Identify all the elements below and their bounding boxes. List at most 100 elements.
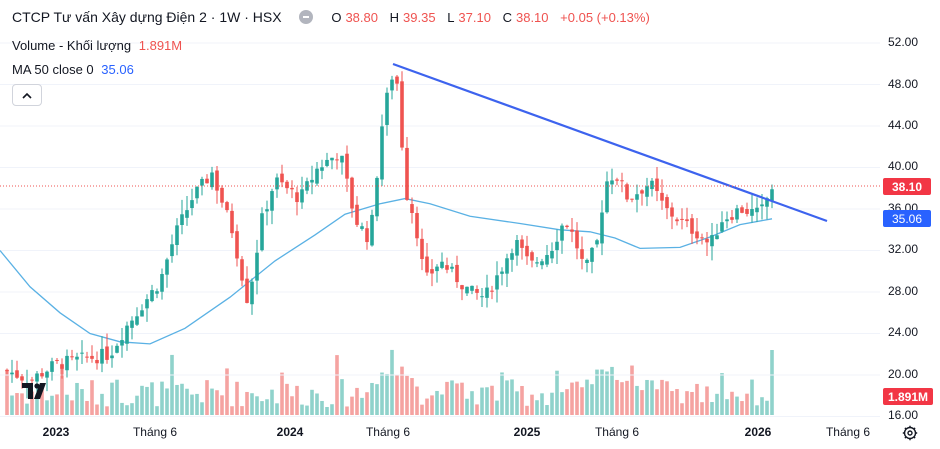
volume-bar (420, 404, 424, 415)
candle-body (180, 214, 184, 226)
volume-bar (440, 394, 444, 415)
candle-body (690, 218, 694, 234)
candle-body (450, 266, 454, 269)
candle-body (210, 172, 214, 188)
candlesticks (5, 71, 774, 399)
volume-bar (765, 400, 769, 415)
candle-body (650, 180, 654, 190)
candle-body (535, 262, 539, 264)
candle-body (560, 225, 564, 241)
candle-body (730, 217, 734, 220)
volume-bar (190, 394, 194, 415)
candle-body (190, 200, 194, 209)
volume-bar (180, 383, 184, 415)
ma-axis-label: 35.06 (883, 210, 931, 227)
candle-body (545, 255, 549, 265)
candle-body (360, 226, 364, 229)
volume-bar (680, 403, 684, 415)
volume-bar (160, 381, 164, 415)
volume-bar (135, 395, 139, 415)
candle-body (590, 247, 594, 262)
volume-bar (225, 368, 229, 415)
volume-bar (580, 387, 584, 415)
collapse-legend-button[interactable] (12, 84, 42, 106)
volume-bar (635, 385, 639, 415)
volume-bar (760, 397, 764, 415)
candle-body (150, 290, 154, 302)
volume-bar (365, 392, 369, 415)
candle-body (465, 286, 469, 294)
volume-bar (210, 388, 214, 415)
volume-bar (350, 396, 354, 415)
ma-label: MA 50 close 0 (12, 62, 94, 77)
candle-body (250, 281, 254, 305)
candle-body (365, 228, 369, 243)
candle-body (600, 212, 604, 244)
candle-body (720, 222, 724, 232)
candle-body (755, 207, 759, 213)
candle-body (30, 379, 34, 381)
y-axis[interactable]: 52.00 48.00 44.00 40.00 36.00 32.00 28.0… (888, 35, 918, 422)
candle-body (70, 356, 74, 358)
trendline[interactable] (392, 62, 828, 223)
candle-body (675, 219, 679, 222)
remove-symbol-icon[interactable] (299, 10, 314, 24)
volume-bar (290, 396, 294, 415)
volume-bar (255, 396, 259, 415)
volume-bar (405, 375, 409, 415)
volume-bar (215, 390, 219, 415)
volume-bar (60, 363, 64, 415)
candle-body (390, 79, 394, 91)
candle-body (375, 177, 379, 217)
volume-bar (85, 400, 89, 415)
volume-bar (555, 370, 559, 415)
candle-body (165, 259, 169, 275)
volume-bar (330, 404, 334, 415)
candle-body (340, 155, 344, 163)
volume-bar (395, 375, 399, 415)
candle-body (20, 376, 24, 381)
volume-bar (400, 366, 404, 415)
candle-body (255, 252, 259, 281)
volume-bar (650, 380, 654, 415)
volume-bar (245, 391, 249, 415)
x-tick: 2024 (277, 425, 304, 439)
candle-body (565, 225, 569, 227)
candle-body (45, 371, 49, 378)
candle-body (290, 187, 294, 190)
ma-legend[interactable]: MA 50 close 0 35.06 (12, 62, 134, 77)
candle-body (705, 238, 709, 243)
high-label: H (389, 10, 400, 25)
symbol-title[interactable]: CTCP Tư vấn Xây dựng Điện 2 · 1W · HSX (12, 9, 282, 25)
candle-body (655, 178, 659, 192)
volume-bar (705, 386, 709, 415)
tradingview-logo[interactable] (20, 379, 48, 401)
ma-50-line (0, 197, 773, 345)
volume-bar (100, 393, 104, 415)
candle-body (525, 245, 529, 257)
candle-body (770, 189, 774, 201)
gear-icon[interactable] (902, 425, 918, 441)
volume-bar (560, 392, 564, 415)
volume-bar (165, 388, 169, 415)
volume-bar (645, 379, 649, 415)
volume-bar (610, 366, 614, 415)
candle-body (295, 192, 299, 203)
candle-body (530, 252, 534, 261)
volume-bar (360, 397, 364, 415)
volume-legend[interactable]: Volume - Khối lượng 1.891M (12, 38, 182, 53)
x-axis[interactable]: 2023 Tháng 6 2024 Tháng 6 2025 Tháng 6 2… (43, 425, 871, 439)
volume-bar (80, 389, 84, 415)
volume-bar (65, 394, 69, 415)
candle-body (575, 230, 579, 249)
candle-body (490, 290, 494, 292)
candle-body (15, 370, 19, 378)
volume-bar (500, 372, 504, 415)
volume-bar (750, 379, 754, 415)
volume-bar (740, 401, 744, 415)
volume-bar (380, 372, 384, 415)
candle-body (300, 189, 304, 203)
volume-bar (50, 395, 54, 415)
volume-bar (665, 381, 669, 415)
